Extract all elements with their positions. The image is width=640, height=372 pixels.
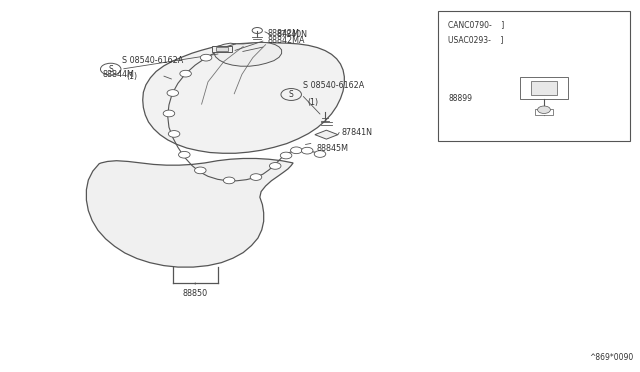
Circle shape: [301, 147, 313, 154]
Circle shape: [291, 147, 302, 154]
FancyBboxPatch shape: [531, 81, 557, 95]
Circle shape: [269, 163, 281, 169]
Text: CANC0790-    ]: CANC0790- ]: [448, 20, 504, 29]
Polygon shape: [216, 47, 228, 51]
Text: S: S: [108, 65, 113, 74]
Circle shape: [163, 110, 175, 117]
Polygon shape: [86, 158, 293, 267]
Polygon shape: [315, 130, 338, 139]
Text: 88845M: 88845M: [316, 144, 348, 153]
Text: 88844M: 88844M: [102, 70, 134, 79]
Text: USAC0293-    ]: USAC0293- ]: [448, 35, 504, 44]
Circle shape: [200, 54, 212, 61]
Text: (1): (1): [307, 98, 318, 107]
Circle shape: [223, 177, 235, 184]
Circle shape: [195, 167, 206, 174]
Polygon shape: [212, 46, 232, 52]
Polygon shape: [214, 42, 282, 66]
Circle shape: [538, 106, 550, 113]
Circle shape: [314, 151, 326, 157]
Text: ^869*0090: ^869*0090: [589, 353, 634, 362]
Text: 87840N: 87840N: [276, 31, 307, 39]
Text: S 08540-6162A: S 08540-6162A: [303, 81, 364, 90]
Text: (1): (1): [127, 72, 138, 81]
Circle shape: [250, 174, 262, 180]
Circle shape: [179, 151, 190, 158]
Circle shape: [167, 90, 179, 96]
Text: 88850: 88850: [182, 289, 208, 298]
Circle shape: [180, 70, 191, 77]
Text: S: S: [289, 90, 294, 99]
Text: 88899: 88899: [448, 94, 472, 103]
Circle shape: [280, 152, 292, 159]
Polygon shape: [143, 43, 344, 153]
Circle shape: [168, 131, 180, 137]
Text: 88842MA: 88842MA: [268, 36, 305, 45]
Text: 87841N: 87841N: [342, 128, 372, 137]
Text: 88842M: 88842M: [268, 29, 300, 38]
Text: S 08540-6162A: S 08540-6162A: [122, 57, 184, 65]
FancyBboxPatch shape: [535, 109, 553, 115]
FancyBboxPatch shape: [438, 11, 630, 141]
FancyBboxPatch shape: [520, 77, 568, 99]
